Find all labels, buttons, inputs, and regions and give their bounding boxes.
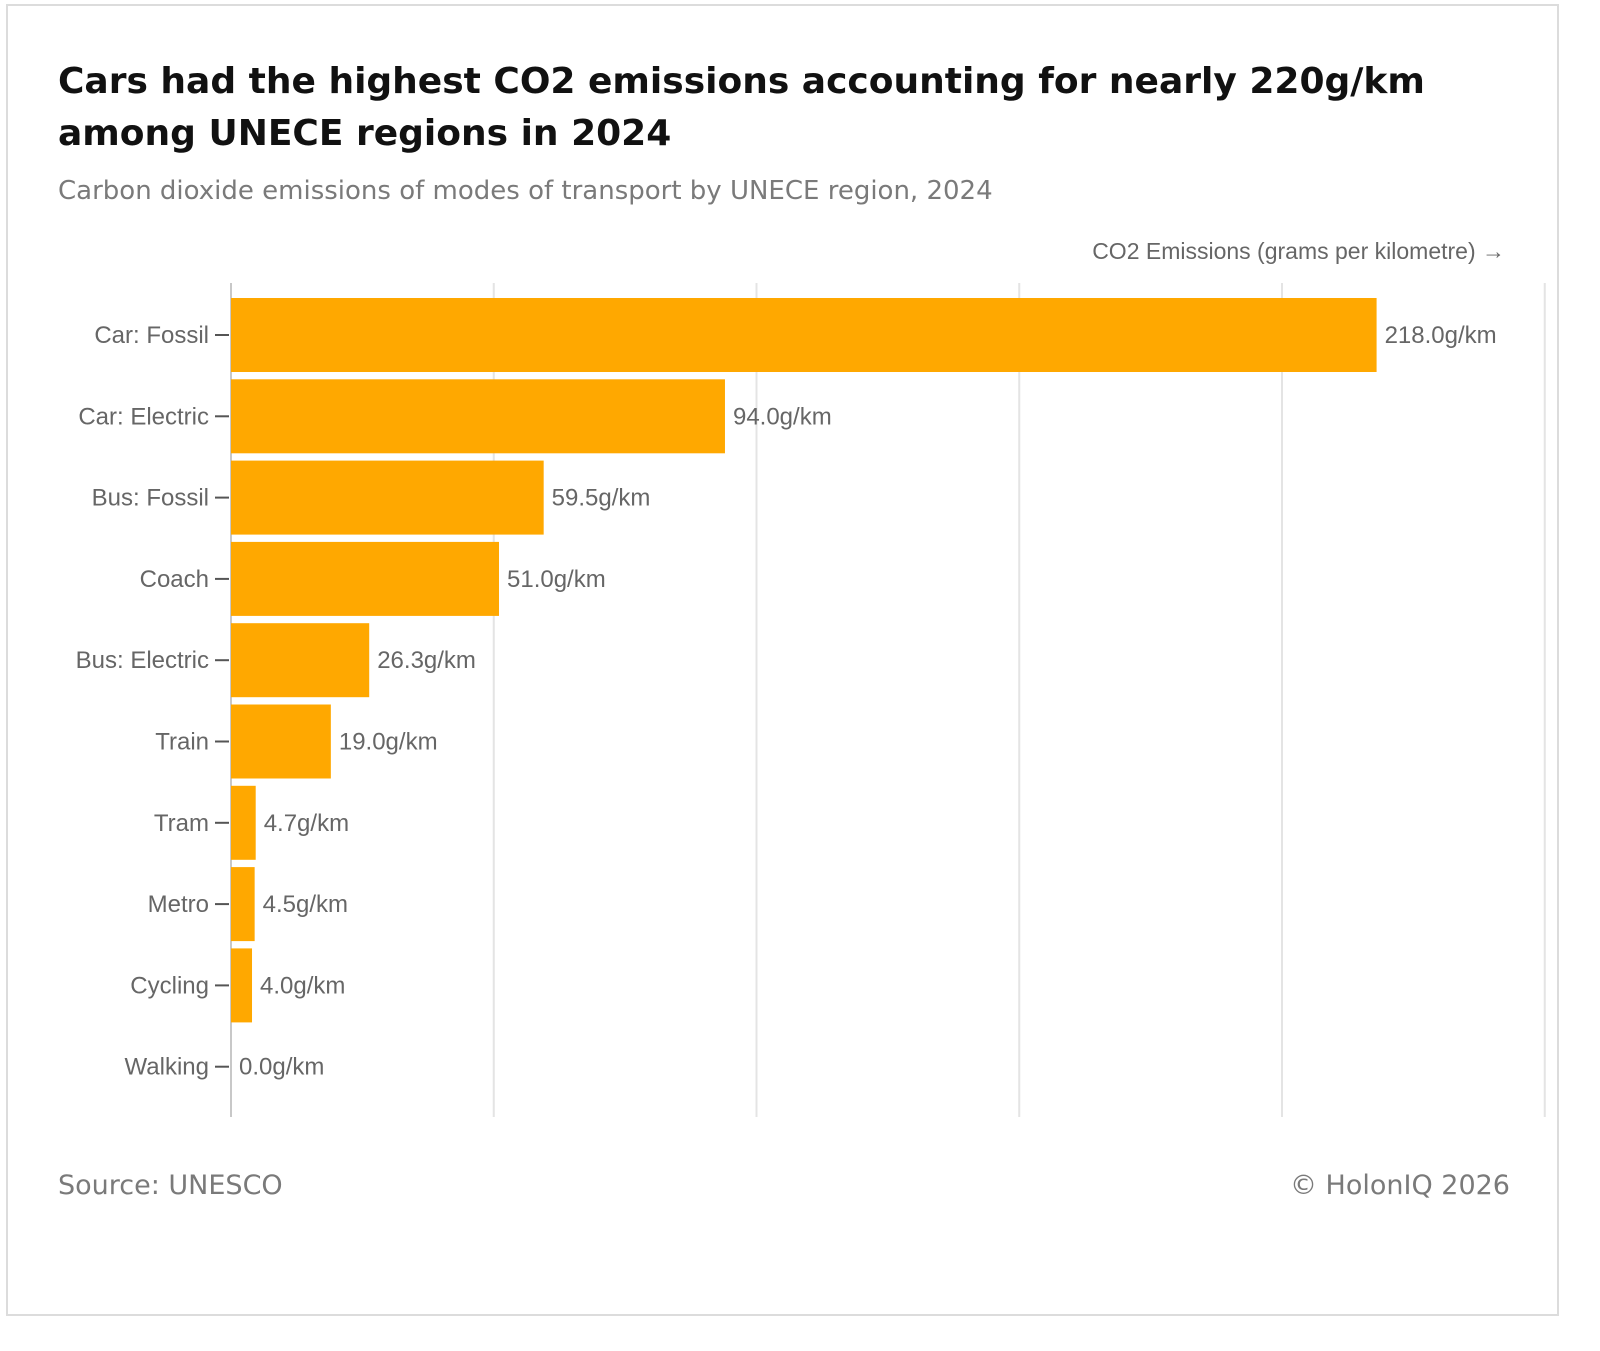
category-label: Bus: Electric — [76, 647, 209, 674]
bar — [231, 623, 370, 698]
source-note: Source: UNESCO — [58, 1170, 283, 1201]
x-axis-title: CO2 Emissions (grams per kilometre) → — [1092, 238, 1505, 264]
category-label: Walking — [125, 1054, 209, 1081]
category-label: Tram — [154, 810, 209, 837]
value-label: 4.0g/km — [260, 972, 345, 999]
category-label: Coach — [140, 566, 209, 593]
chart-subtitle: Carbon dioxide emissions of modes of tra… — [58, 176, 993, 206]
bar — [231, 460, 544, 535]
value-label: 26.3g/km — [377, 647, 476, 674]
bar — [231, 541, 500, 616]
category-label: Bus: Fossil — [92, 485, 209, 512]
bar — [231, 298, 1377, 372]
value-label: 4.5g/km — [263, 891, 348, 918]
value-label: 94.0g/km — [733, 403, 832, 430]
value-label: 51.0g/km — [507, 566, 606, 593]
value-label: 0.0g/km — [239, 1054, 324, 1081]
category-label: Car: Fossil — [94, 322, 209, 349]
value-label: 4.7g/km — [264, 810, 349, 837]
copyright-note: © HolonIQ 2026 — [1289, 1170, 1510, 1201]
value-label: 59.5g/km — [552, 485, 651, 512]
category-label: Metro — [148, 891, 209, 918]
category-label: Car: Electric — [78, 403, 209, 430]
value-label: 19.0g/km — [339, 729, 438, 756]
value-label: 218.0g/km — [1385, 322, 1497, 349]
bar — [231, 704, 331, 779]
bar — [231, 379, 725, 454]
chart-title: Cars had the highest CO2 emissions accou… — [58, 61, 1425, 154]
bar — [231, 867, 255, 942]
category-label: Train — [155, 729, 209, 756]
category-label: Cycling — [130, 972, 209, 999]
bar — [231, 785, 256, 860]
bar — [231, 948, 253, 1023]
